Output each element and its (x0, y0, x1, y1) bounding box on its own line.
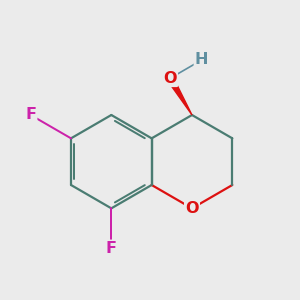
Text: F: F (106, 241, 117, 256)
Text: O: O (163, 71, 177, 86)
Text: O: O (185, 201, 199, 216)
Polygon shape (167, 76, 192, 115)
Text: H: H (195, 52, 208, 68)
Text: F: F (25, 107, 36, 122)
